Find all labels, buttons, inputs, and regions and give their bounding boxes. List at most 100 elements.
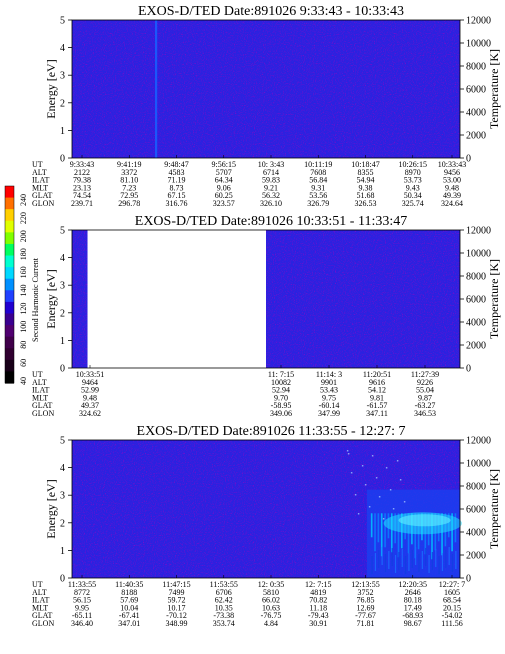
table-row-label: UT <box>32 580 43 589</box>
table-cell: 11:27:39 <box>411 370 439 379</box>
table-cell: 8970 <box>405 168 421 177</box>
colorbar-segment <box>5 371 14 384</box>
colorbar-segment <box>5 348 14 361</box>
y2-tick-label: 12000 <box>466 436 491 447</box>
table-cell: 323.57 <box>213 199 235 208</box>
y2-axis-label: Temperature [K] <box>487 469 501 549</box>
table-row-label: ILAT <box>32 176 49 185</box>
table-cell: 53.73 <box>404 176 422 185</box>
table-cell: 70.82 <box>309 596 327 605</box>
table-cell: 9.48 <box>83 393 97 402</box>
y2-tick-label: 10000 <box>466 39 491 50</box>
y-tick-label: 2 <box>60 518 65 529</box>
y-tick-label: 4 <box>60 253 65 264</box>
table-cell: 324.64 <box>441 199 463 208</box>
table-cell: 316.76 <box>166 199 188 208</box>
table-cell: 52.94 <box>272 386 290 395</box>
table-cell: 347.99 <box>318 409 340 418</box>
y2-tick-label: 2000 <box>466 131 486 142</box>
colorbar-segment <box>5 243 14 257</box>
table-cell: 53.00 <box>443 176 461 185</box>
table-cell: 10: 3:43 <box>258 160 284 169</box>
table-cell: 239.71 <box>71 199 93 208</box>
table-cell: 8355 <box>358 168 374 177</box>
data-gap <box>87 230 267 368</box>
colorbar-segment <box>5 255 14 268</box>
table-cell: 8188 <box>121 588 137 597</box>
table-cell: 68.54 <box>443 596 461 605</box>
colorbar-tick-label: 40 <box>19 377 28 385</box>
table-cell: 81.10 <box>120 176 138 185</box>
table-cell: 74.54 <box>73 191 91 200</box>
spectrogram-panel: EXOS-D/TED Date:891026 9:33:43 - 10:33:4… <box>32 4 501 208</box>
table-cell: 51.68 <box>357 191 375 200</box>
table-cell: 12.69 <box>357 603 375 612</box>
colorbar-tick-label: 180 <box>19 248 28 260</box>
table-cell: 325.74 <box>402 199 424 208</box>
y-axis-label: Energy [eV] <box>44 269 58 328</box>
colorbar-segment <box>5 359 14 373</box>
y-tick-label: 2 <box>60 308 65 319</box>
table-cell: 10.63 <box>262 603 280 612</box>
table-cell: 7608 <box>310 168 326 177</box>
table-row-label: GLON <box>32 199 54 208</box>
table-cell: 8.73 <box>170 183 184 192</box>
table-cell: 11:53:55 <box>210 580 238 589</box>
table-cell: 53.56 <box>309 191 327 200</box>
table-row-label: GLAT <box>32 611 53 620</box>
table-cell: 49.39 <box>443 191 461 200</box>
table-cell: 9.31 <box>311 183 325 192</box>
table-cell: 10:11:19 <box>304 160 332 169</box>
spectrogram-panel: EXOS-D/TED Date:891026 10:33:51 - 11:33:… <box>32 214 501 418</box>
table-cell: 5707 <box>216 168 232 177</box>
table-cell: -54.02 <box>442 611 463 620</box>
table-cell: 11:40:35 <box>115 580 143 589</box>
y2-tick-label: 4000 <box>466 318 486 329</box>
colorbar-segment <box>5 232 14 245</box>
colorbar-segment <box>5 313 14 326</box>
colorbar-tick-label: 160 <box>19 266 28 278</box>
y2-tick-label: 8000 <box>466 272 486 283</box>
table-cell: 348.99 <box>166 619 188 628</box>
table-cell: 1605 <box>444 588 460 597</box>
colorbar-segment <box>5 197 14 210</box>
table-cell: 4819 <box>310 588 326 597</box>
table-cell: 55.04 <box>416 386 434 395</box>
table-cell: 59.72 <box>168 596 186 605</box>
table-cell: 50.34 <box>404 191 422 200</box>
table-cell: 12:27: 7 <box>439 580 465 589</box>
table-cell: 11:20:51 <box>363 370 391 379</box>
y-tick-label: 5 <box>60 16 65 27</box>
y-tick-label: 3 <box>60 491 65 502</box>
table-row-label: UT <box>32 370 43 379</box>
y-tick-label: 3 <box>60 281 65 292</box>
table-cell: 9464 <box>82 378 98 387</box>
colorbar-tick-label: 200 <box>19 230 28 242</box>
colorbar-frame <box>4 185 15 384</box>
table-cell: -58.95 <box>271 401 292 410</box>
spectrogram-streak <box>155 20 158 158</box>
table-cell: 56.32 <box>262 191 280 200</box>
y2-axis-label: Temperature [K] <box>487 259 501 339</box>
table-row-label: MLT <box>32 603 48 612</box>
table-cell: 12: 0:35 <box>258 580 284 589</box>
table-row-label: ILAT <box>32 386 49 395</box>
table-cell: 9616 <box>369 378 385 387</box>
table-cell: 111.56 <box>441 619 462 628</box>
colorbar-segment <box>5 186 14 199</box>
y2-tick-label: 10000 <box>466 459 491 470</box>
table-cell: 10.17 <box>168 603 186 612</box>
colorbar-segment <box>5 220 14 233</box>
table-cell: 79.38 <box>73 176 91 185</box>
table-cell: 296.78 <box>118 199 140 208</box>
y-tick-label: 1 <box>60 336 65 347</box>
table-cell: 326.53 <box>355 199 377 208</box>
table-cell: 62.42 <box>215 596 233 605</box>
y2-tick-label: 6000 <box>466 85 486 96</box>
table-cell: 10:33:51 <box>76 370 104 379</box>
y2-tick-label: 4000 <box>466 108 486 119</box>
table-cell: 326.10 <box>260 199 282 208</box>
table-cell: 57.69 <box>120 596 138 605</box>
table-cell: -63.27 <box>415 401 436 410</box>
